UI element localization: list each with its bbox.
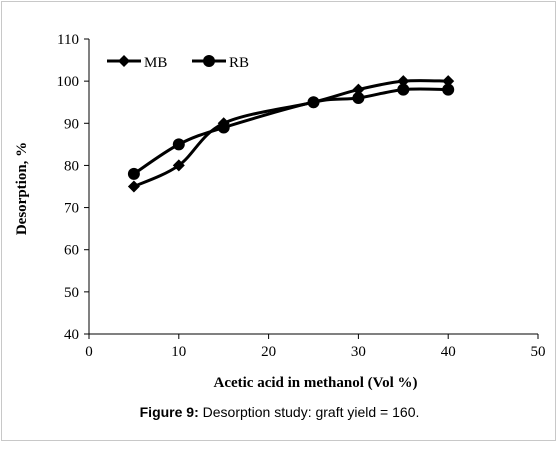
caption-text: Desorption study: graft yield = 160. (198, 404, 420, 420)
data-point-mb (442, 75, 455, 88)
legend: MB RB (107, 55, 249, 71)
data-point-rb (217, 121, 230, 134)
legend-marker-mb (118, 55, 130, 67)
data-point-rb (397, 83, 410, 96)
x-tick-label: 0 (85, 344, 93, 360)
data-point-rb (352, 92, 365, 104)
series-line-rb (133, 87, 449, 176)
legend-marker-rb (203, 55, 215, 67)
y-tick-label: 80 (64, 158, 79, 174)
caption-label: Figure 9: (139, 404, 199, 420)
y-axis-title: Desorption, % (14, 142, 30, 235)
y-tick-label: 100 (57, 74, 80, 90)
x-tick-label: 10 (171, 344, 186, 360)
y-tick-label: 60 (64, 243, 79, 259)
series-layer (127, 75, 455, 193)
figure-caption: Figure 9: Desorption study: graft yield … (0, 404, 559, 420)
x-axis-title: Acetic acid in methanol (Vol %) (213, 375, 417, 391)
data-point-rb (172, 138, 185, 151)
data-point-mb (127, 180, 140, 193)
legend-label-rb: RB (229, 55, 249, 71)
data-point-rb (442, 83, 455, 96)
data-point-rb (307, 96, 320, 109)
data-point-mb (397, 75, 410, 88)
data-point-mb (172, 159, 185, 172)
axes: 40 50 60 70 80 90 100 110 0 10 20 30 40 50 (57, 32, 546, 360)
series-rb (127, 83, 455, 180)
x-tick-label: 30 (351, 344, 366, 360)
x-tick-label: 20 (261, 344, 276, 360)
data-point-rb (127, 167, 140, 180)
y-tick-label: 110 (57, 32, 79, 48)
y-tick-label: 50 (64, 285, 79, 301)
legend-label-mb: MB (144, 55, 167, 71)
desorption-chart: 40 50 60 70 80 90 100 110 0 10 20 30 40 50 MB RB Aceti… (14, 32, 546, 391)
y-tick-label: 70 (64, 201, 79, 217)
figure-frame (1, 1, 556, 441)
y-tick-label: 90 (64, 116, 79, 132)
x-tick-label: 40 (441, 344, 456, 360)
data-point-mb (352, 83, 365, 96)
y-tick-label: 40 (64, 327, 79, 343)
series-line-mb (133, 79, 449, 188)
x-tick-label: 50 (531, 344, 546, 360)
